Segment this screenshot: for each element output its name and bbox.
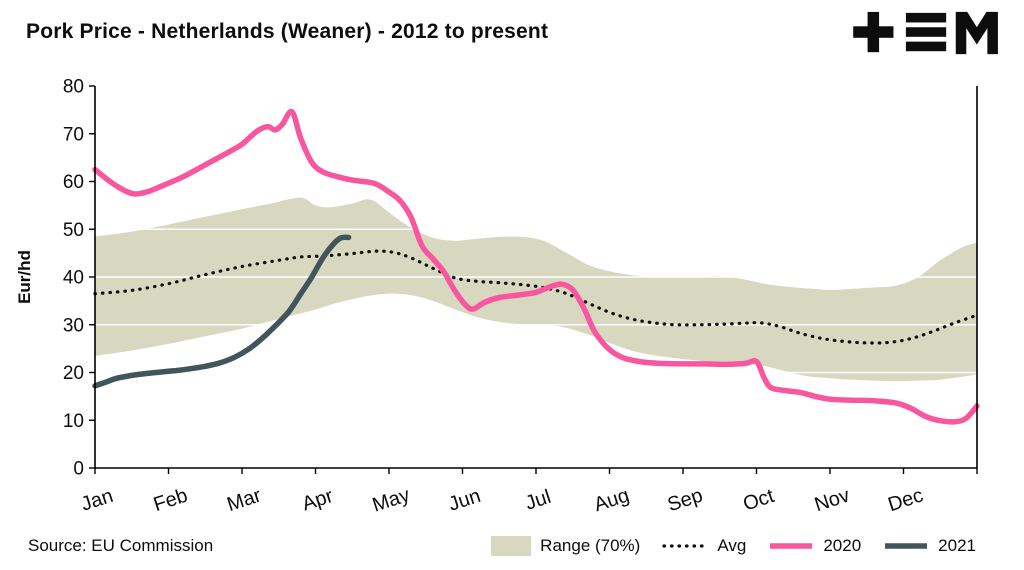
x-month-label: Aug bbox=[591, 484, 632, 516]
chart-footer: Source: EU Commission Range (70%) Avg 20… bbox=[0, 528, 1024, 564]
line-2020-icon bbox=[770, 543, 813, 549]
series-line-2020 bbox=[92, 108, 980, 425]
legend-item-2020: 2020 bbox=[768, 536, 861, 556]
range-band-swatch-icon bbox=[491, 536, 532, 556]
y-tick-label: 0 bbox=[73, 459, 84, 480]
y-tick-label: 80 bbox=[63, 77, 84, 98]
y-tick-label: 10 bbox=[63, 411, 84, 432]
logo-bars-icon bbox=[905, 27, 947, 37]
series-line-avg bbox=[93, 249, 979, 345]
x-month-label: Feb bbox=[151, 485, 191, 517]
logo-bars-icon bbox=[905, 12, 947, 23]
y-tick-label: 70 bbox=[63, 124, 84, 145]
avg-dotted-line-icon bbox=[662, 544, 708, 548]
y-tick-label: 20 bbox=[63, 363, 84, 384]
legend-item-2021: 2021 bbox=[883, 536, 976, 556]
x-month-label: Nov bbox=[812, 484, 853, 516]
x-month-label: Oct bbox=[740, 485, 777, 516]
legend-label: 2021 bbox=[938, 536, 976, 555]
y-tick-label: 60 bbox=[63, 172, 84, 193]
gridline-layer bbox=[95, 132, 977, 422]
series-layer bbox=[92, 108, 980, 425]
x-month-label: May bbox=[370, 484, 413, 517]
line-2021-icon bbox=[885, 543, 928, 549]
range-band-layer bbox=[95, 197, 977, 382]
series-line-2021 bbox=[92, 234, 352, 389]
x-month-label: Jul bbox=[523, 486, 554, 515]
legend-item-avg: Avg bbox=[662, 536, 746, 556]
y-tick-label: 40 bbox=[63, 268, 84, 289]
logo-bars-icon bbox=[905, 41, 947, 52]
y-tick-label: 30 bbox=[63, 315, 84, 336]
x-month-label: Dec bbox=[885, 484, 926, 516]
legend-label: Range (70%) bbox=[540, 536, 641, 555]
x-month-label: Apr bbox=[299, 485, 336, 516]
legend: Range (70%) Avg 2020 2021 bbox=[491, 536, 976, 556]
range-70-band bbox=[95, 197, 977, 382]
source-note: Source: EU Commission bbox=[28, 536, 214, 555]
x-month-label: Jan bbox=[78, 485, 115, 516]
logo-m-icon bbox=[955, 11, 998, 55]
tem-logo-graphic bbox=[853, 11, 998, 55]
axes-layer bbox=[89, 85, 978, 474]
tem-logo bbox=[852, 10, 1002, 61]
chart-title: Pork Price - Netherlands (Weaner) - 2012… bbox=[26, 20, 549, 43]
legend-label: Avg bbox=[717, 536, 747, 555]
logo-plus-icon bbox=[853, 26, 894, 38]
legend-label: 2020 bbox=[823, 536, 862, 555]
x-month-label: Jun bbox=[446, 485, 483, 516]
x-month-label: Sep bbox=[665, 484, 706, 516]
legend-item-range: Range (70%) bbox=[491, 536, 640, 556]
y-axis-title: Eur/hd bbox=[15, 250, 34, 304]
y-tick-label: 50 bbox=[63, 220, 84, 241]
x-month-label: Mar bbox=[224, 484, 264, 516]
